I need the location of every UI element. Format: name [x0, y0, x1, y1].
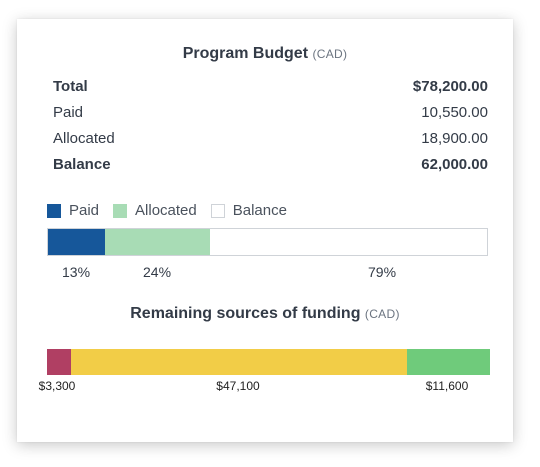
- allocated-label: Allocated: [53, 130, 115, 147]
- legend-label-balance: Balance: [232, 202, 287, 219]
- allocated-value: 18,900.00: [421, 130, 488, 147]
- funding-title-text: Remaining sources of funding: [130, 305, 361, 322]
- progress-segment-allocated: [105, 229, 211, 255]
- funding-bar: [47, 349, 490, 375]
- legend-swatch-allocated: [113, 203, 128, 218]
- balance-value: 62,000.00: [421, 156, 488, 173]
- percent-label-paid: 13%: [62, 264, 91, 280]
- percent-label-balance: 79%: [368, 264, 397, 280]
- paid-label: Paid: [53, 104, 84, 121]
- program-budget-currency: (CAD): [312, 47, 348, 61]
- funding-label-2: $47,100: [216, 379, 260, 393]
- legend-item-balance: Balance: [210, 202, 287, 219]
- funding-label-1: $3,300: [38, 379, 76, 393]
- funding-segment-3: [407, 349, 490, 375]
- legend-swatch-balance: [210, 203, 225, 218]
- funding-segment-1: [47, 349, 71, 375]
- program-budget-title: Program Budget (CAD): [17, 45, 513, 63]
- progress-segment-paid: [48, 229, 106, 255]
- total-label: Total: [53, 78, 88, 95]
- balance-label: Balance: [53, 156, 111, 173]
- total-value: $78,200.00: [412, 78, 488, 95]
- legend-item-allocated: Allocated: [113, 202, 197, 219]
- funding-title: Remaining sources of funding (CAD): [17, 305, 513, 323]
- funding-segment-2: [70, 349, 408, 375]
- funding-label-3: $11,600: [425, 379, 469, 393]
- funding-currency: (CAD): [364, 307, 400, 321]
- legend-swatch-paid: [47, 203, 61, 218]
- budget-card: Program Budget (CAD) Total $78,200.00 Pa…: [17, 19, 513, 442]
- allocated-row: Allocated 18,900.00: [53, 130, 488, 147]
- balance-row: Balance 62,000.00: [53, 156, 488, 173]
- legend-item-paid: Paid: [47, 202, 99, 219]
- paid-value: 10,550.00: [421, 104, 488, 121]
- legend-label-paid: Paid: [69, 202, 100, 219]
- program-budget-title-text: Program Budget: [182, 45, 309, 62]
- total-row: Total $78,200.00: [53, 78, 488, 95]
- budget-progress-bar: [47, 228, 488, 256]
- paid-row: Paid 10,550.00: [53, 104, 488, 121]
- percent-label-allocated: 24%: [143, 264, 172, 280]
- budget-legend: Paid Allocated Balance: [47, 202, 301, 219]
- legend-label-allocated: Allocated: [135, 202, 197, 219]
